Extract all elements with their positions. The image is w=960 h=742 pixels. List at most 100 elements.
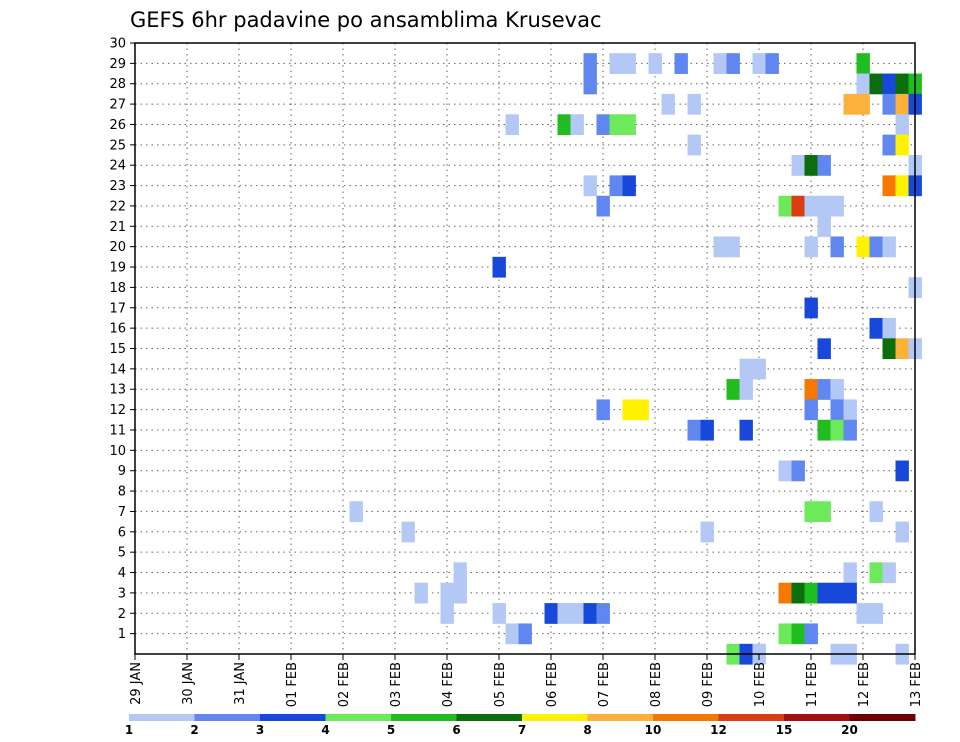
precip-cell — [635, 399, 649, 421]
precip-cell — [609, 114, 623, 136]
data-cells — [349, 53, 922, 665]
precip-cell — [830, 379, 844, 400]
precip-cell — [804, 297, 818, 319]
precip-cell — [609, 53, 623, 74]
precip-cell — [882, 562, 896, 584]
precip-cell — [843, 399, 857, 421]
precip-cell — [453, 562, 467, 584]
precip-cell — [869, 603, 883, 624]
precip-cell — [882, 338, 896, 360]
legend-swatch — [456, 714, 523, 721]
y-tick-label: 26 — [109, 118, 126, 133]
y-axis-ticks: 1234567891011121314151617181920212223242… — [109, 37, 135, 642]
legend-label: 20 — [841, 723, 858, 737]
precip-cell — [440, 603, 454, 624]
legend-swatch — [849, 714, 916, 721]
precip-cell — [804, 195, 818, 217]
precip-cell — [583, 175, 597, 197]
precip-cell — [804, 582, 818, 604]
precip-cell — [713, 236, 727, 258]
legend-label: 6 — [452, 723, 460, 737]
precip-cell — [830, 195, 844, 217]
precip-cell — [492, 603, 506, 624]
x-tick-label: 01 FEB — [285, 662, 300, 707]
legend-label: 1 — [125, 723, 133, 737]
x-tick-label: 11 FEB — [805, 662, 820, 707]
y-tick-label: 3 — [118, 586, 126, 601]
precip-cell — [622, 53, 636, 74]
precip-cell — [856, 53, 870, 74]
precip-cell — [713, 53, 727, 74]
precip-cell — [401, 521, 415, 543]
precip-cell — [609, 175, 623, 197]
precip-cell — [869, 317, 883, 339]
y-tick-label: 15 — [109, 342, 126, 357]
precip-cell — [817, 195, 831, 217]
x-tick-label: 29 JAN — [129, 662, 144, 705]
x-tick-label: 05 FEB — [493, 662, 508, 707]
legend-swatch — [653, 714, 719, 721]
precip-cell — [778, 195, 792, 217]
precip-cell — [830, 399, 844, 421]
precip-cell — [596, 603, 610, 624]
precip-cell — [518, 623, 532, 645]
precip-cell — [505, 623, 519, 645]
y-tick-label: 14 — [109, 362, 126, 377]
x-tick-label: 12 FEB — [857, 662, 872, 707]
y-tick-label: 9 — [118, 464, 126, 479]
precip-cell — [830, 419, 844, 441]
legend-swatch — [784, 714, 850, 721]
legend-label: 15 — [776, 723, 793, 737]
y-tick-label: 5 — [118, 546, 126, 561]
precip-cell — [700, 419, 714, 441]
precip-cell — [804, 399, 818, 421]
y-tick-label: 20 — [109, 240, 126, 255]
precip-cell — [804, 155, 818, 176]
y-tick-label: 27 — [109, 98, 126, 113]
y-tick-label: 28 — [109, 77, 126, 92]
precip-cell — [804, 623, 818, 645]
precip-cell — [895, 73, 909, 95]
x-tick-label: 09 FEB — [701, 662, 716, 707]
precip-cell — [700, 521, 714, 543]
legend-swatch — [522, 714, 588, 721]
precip-cell — [440, 582, 454, 604]
legend-label: 4 — [321, 723, 329, 737]
y-tick-label: 24 — [109, 159, 126, 174]
precip-cell — [791, 460, 805, 482]
precip-cell — [544, 603, 558, 624]
y-tick-label: 25 — [109, 138, 126, 153]
x-tick-label: 31 JAN — [233, 662, 248, 705]
precip-cell — [843, 582, 857, 604]
precip-cell — [895, 521, 909, 543]
precip-cell — [583, 603, 597, 624]
precip-cell — [804, 501, 818, 523]
precip-cell — [856, 93, 870, 115]
y-tick-label: 8 — [118, 485, 126, 500]
legend-label: 10 — [645, 723, 662, 737]
precip-cell — [869, 236, 883, 258]
precip-cell — [414, 582, 428, 604]
precip-cell — [817, 501, 831, 523]
precip-cell — [739, 419, 753, 441]
precip-cell — [596, 114, 610, 136]
legend-swatch — [587, 714, 654, 721]
precip-cell — [882, 134, 896, 156]
precip-cell — [726, 236, 740, 258]
precip-cell — [830, 582, 844, 604]
y-tick-label: 30 — [109, 37, 126, 52]
precip-cell — [726, 53, 740, 74]
precip-cell — [557, 603, 571, 624]
precip-cell — [570, 114, 584, 136]
precip-cell — [596, 399, 610, 421]
legend-label: 3 — [256, 723, 264, 737]
precip-cell — [752, 358, 766, 380]
legend-label: 8 — [583, 723, 591, 737]
y-tick-label: 7 — [118, 505, 126, 520]
x-axis-ticks: 29 JAN 30 JAN 31 JAN 01 FEB 02 FEB 03 FEB 04 F… — [129, 654, 924, 707]
y-tick-label: 23 — [109, 179, 126, 194]
color-legend: 1 2 3 4 5 6 7 8 10 12 15 20 — [125, 714, 916, 737]
precip-cell — [856, 603, 870, 624]
legend-label: 2 — [190, 723, 198, 737]
